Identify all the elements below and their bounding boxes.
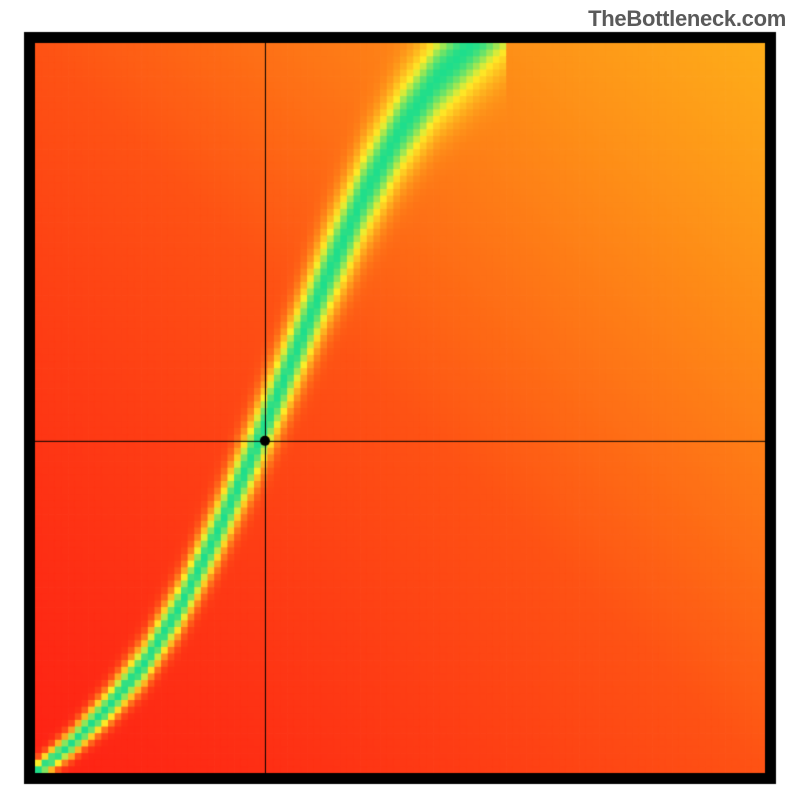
chart-container: TheBottleneck.com [0, 0, 800, 800]
heatmap-canvas [0, 0, 800, 800]
watermark-text: TheBottleneck.com [588, 6, 786, 32]
